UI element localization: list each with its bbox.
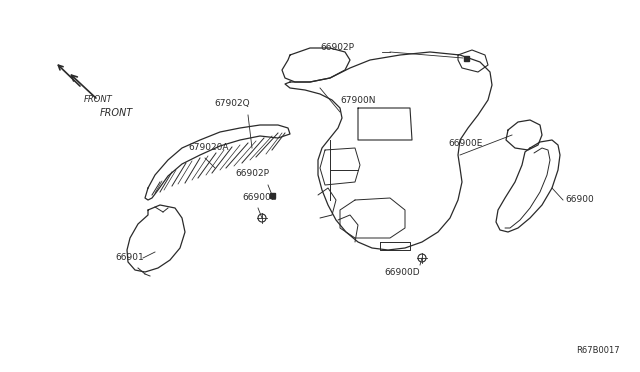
Text: 679020A: 679020A <box>188 143 228 152</box>
Text: 66901: 66901 <box>115 253 144 263</box>
Bar <box>269 192 275 198</box>
Text: 66900E: 66900E <box>242 193 276 202</box>
Text: 66900: 66900 <box>565 196 594 205</box>
Text: 67900N: 67900N <box>340 96 376 105</box>
Text: 66902P: 66902P <box>235 169 269 178</box>
Text: 66900E: 66900E <box>448 139 483 148</box>
Text: 66900D: 66900D <box>384 268 420 277</box>
Text: 67902Q: 67902Q <box>214 99 250 108</box>
Text: 66902P: 66902P <box>320 44 354 52</box>
Text: FRONT: FRONT <box>84 95 113 104</box>
Text: R67B0017: R67B0017 <box>577 346 620 355</box>
Bar <box>463 55 468 61</box>
Text: FRONT: FRONT <box>100 108 133 118</box>
